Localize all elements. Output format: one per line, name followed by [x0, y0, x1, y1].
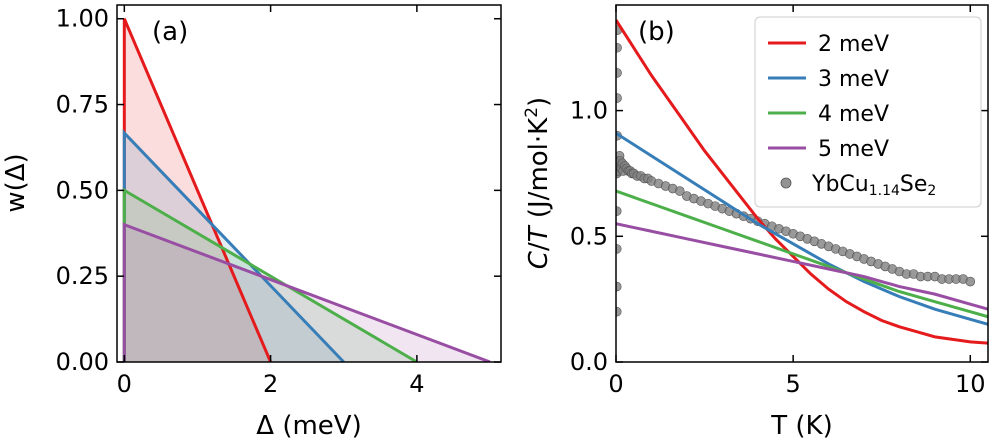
panel-a-ticks: 0 2 4 0.00 0.25 0.50 0.75 1.00 — [56, 5, 501, 398]
ybcu-formula-part1: YbCu — [811, 172, 869, 197]
panel-b-frame — [615, 4, 989, 363]
data-point-ybcu — [965, 276, 976, 287]
panel-a-x-axis-label: Δ (meV) — [256, 411, 361, 441]
panel-a-y-tick-label: 0.00 — [56, 348, 109, 376]
panel-a-y-tick-label: 0.25 — [56, 262, 109, 290]
panel-b-y-tick-label: 0.5 — [570, 222, 608, 250]
panel-a-y-axis-label: w(Δ) — [1, 153, 31, 212]
ybcu-formula-part2: Se — [900, 172, 928, 197]
y-label-exponent: 2 — [522, 107, 542, 118]
panel-a-y-tick-label: 1.00 — [56, 5, 109, 33]
curve-2-mev — [616, 19, 988, 345]
ybcu-formula-sub1: 1.14 — [869, 183, 900, 199]
panel-a-y-tick-label: 0.75 — [56, 91, 109, 119]
legend-marker-ybcu — [780, 177, 792, 189]
legend-label-2-mev: 2 meV — [818, 32, 889, 57]
legend-label-ybcu: YbCu1.14Se2 — [811, 172, 936, 199]
panel-a-frame — [116, 4, 502, 363]
legend-items: 2 meV 3 meV 4 meV 5 meV — [768, 32, 889, 162]
panel-b-x-axis-label: T (K) — [770, 411, 832, 441]
data-point-ybcu — [616, 42, 622, 53]
ybcu-formula-sub2: 2 — [927, 183, 936, 199]
panel-b-x-tick-label: 5 — [786, 370, 801, 398]
panel-a-x-tick-label: 2 — [263, 370, 278, 398]
curve-3-mev — [616, 131, 988, 326]
panel-b-y-axis-label: C/T (J/mol·K2) — [522, 97, 554, 269]
y-label-c: C — [524, 250, 554, 269]
legend-label-5-mev: 5 meV — [818, 137, 889, 162]
panel-a-y-tick-label: 0.50 — [56, 176, 109, 204]
panel-b-scatter — [616, 25, 976, 317]
curve-4-mev — [616, 189, 988, 319]
legend-box — [754, 16, 982, 208]
panel-a-lines — [122, 18, 491, 362]
data-point-ybcu — [616, 93, 622, 103]
y-label-close: ) — [524, 97, 554, 107]
panel-b: 0 5 100.00.51.0 (b) T (K) C/T (J/mol·K2) 2… — [522, 4, 989, 441]
panel-a: 0 2 4 0.00 0.25 0.50 0.75 1.00 (a) Δ (meV) w(Δ) — [1, 4, 502, 441]
legend: 2 meV 3 meV 4 meV 5 meV YbCu1.14Se2 — [754, 16, 982, 208]
panel-a-label: (a) — [152, 17, 188, 47]
data-point-ybcu — [616, 68, 622, 78]
panel-b-y-tick-label: 1.0 — [570, 97, 608, 125]
legend-label-4-mev: 4 meV — [818, 102, 889, 127]
curve-5-mev — [616, 222, 988, 311]
data-point-ybcu — [674, 186, 685, 196]
triangle-line-5-mev — [122, 222, 491, 362]
panel-b-ticks: 0 5 10 0.0 0.5 1.0 — [570, 5, 988, 398]
panel-b-x-tick-label: 0 — [608, 370, 623, 398]
y-label-units: (J/mol·K — [524, 117, 554, 227]
legend-label-3-mev: 3 meV — [818, 67, 889, 92]
y-label-slash: / — [524, 242, 554, 251]
y-label-t: T — [524, 224, 554, 242]
panel-a-x-tick-label: 4 — [409, 370, 424, 398]
panel-b-y-tick-label: 0.0 — [570, 348, 608, 376]
panel-b-lines — [616, 19, 988, 345]
panel-b-x-tick-label: 10 — [955, 370, 986, 398]
panel-b-label: (b) — [638, 17, 675, 47]
panel-a-x-tick-label: 0 — [117, 370, 132, 398]
